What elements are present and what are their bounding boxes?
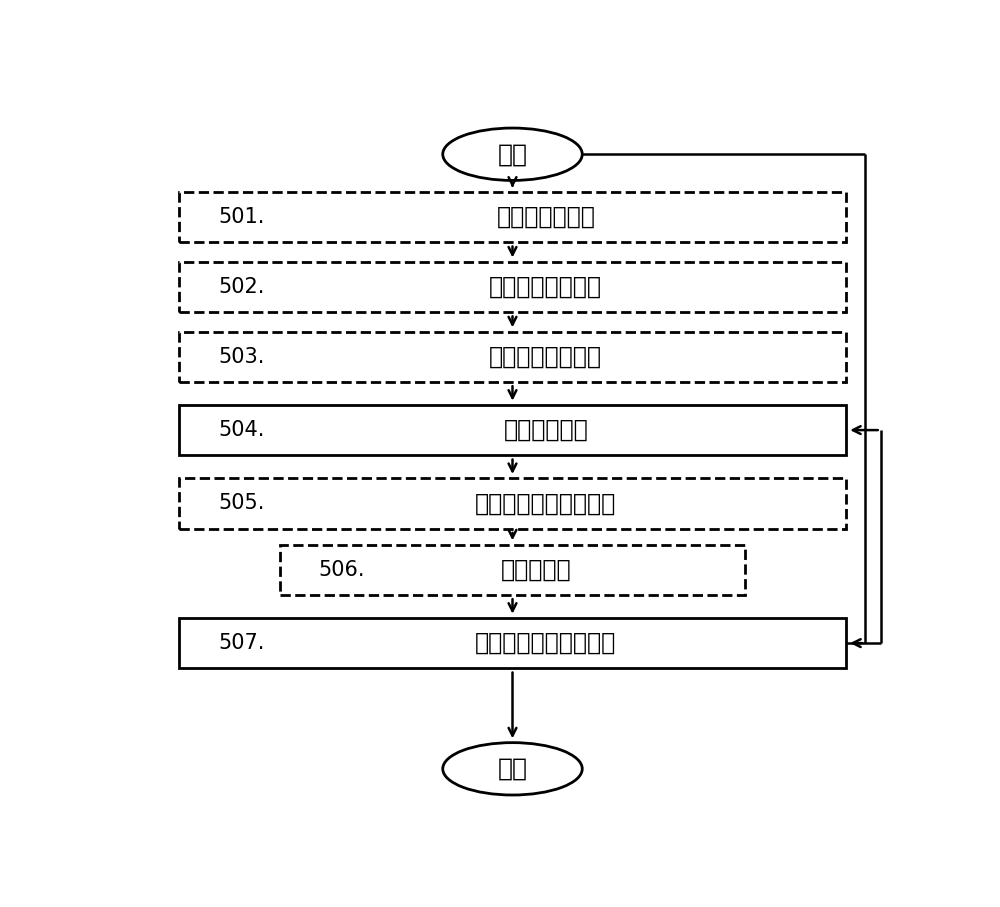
FancyBboxPatch shape: [179, 478, 846, 529]
Text: 结束: 结束: [498, 756, 528, 781]
Text: 开始: 开始: [498, 142, 528, 166]
Text: 加密所确定的第一指示: 加密所确定的第一指示: [475, 492, 616, 515]
FancyBboxPatch shape: [179, 405, 846, 455]
FancyBboxPatch shape: [179, 262, 846, 312]
Text: 506.: 506.: [319, 560, 365, 580]
Text: 507.: 507.: [218, 633, 264, 653]
Text: 提供标识符: 提供标识符: [500, 558, 571, 581]
Text: 502.: 502.: [218, 277, 264, 297]
Text: 提供所确定的第一指示: 提供所确定的第一指示: [475, 631, 616, 655]
Text: 接收先前的指示: 接收先前的指示: [496, 205, 595, 229]
Text: 504.: 504.: [218, 420, 264, 440]
FancyBboxPatch shape: [179, 192, 846, 242]
Ellipse shape: [443, 128, 582, 180]
FancyBboxPatch shape: [179, 618, 846, 668]
Text: 503.: 503.: [218, 346, 264, 366]
Text: 确定第一指示: 确定第一指示: [503, 418, 588, 442]
FancyBboxPatch shape: [280, 544, 745, 595]
Text: 接收第一附加信息: 接收第一附加信息: [489, 275, 602, 299]
Text: 505.: 505.: [218, 493, 264, 513]
Ellipse shape: [443, 743, 582, 795]
Text: 501.: 501.: [218, 207, 264, 227]
Text: 接收第二附加信息: 接收第二附加信息: [489, 345, 602, 369]
FancyBboxPatch shape: [179, 332, 846, 382]
